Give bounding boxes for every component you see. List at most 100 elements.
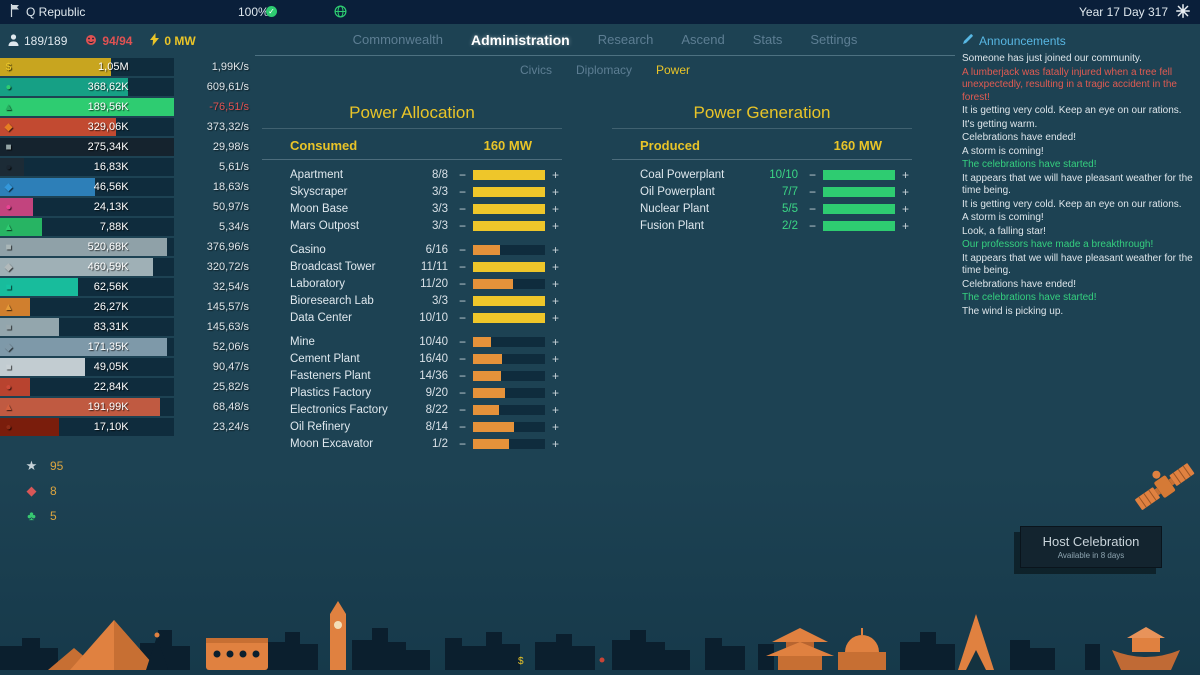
resource-row[interactable]: ■ 275,34K 29,98/s	[0, 137, 255, 157]
subtab-power[interactable]: Power	[656, 63, 691, 77]
snowflake-icon[interactable]	[1176, 3, 1190, 21]
resource-row[interactable]: ■ 83,31K 145,63/s	[0, 317, 255, 337]
resource-row[interactable]: ● 17,10K 23,24/s	[0, 417, 255, 437]
tab-commonwealth[interactable]: Commonwealth	[352, 32, 443, 47]
increase-button[interactable]: +	[551, 385, 559, 400]
score-value: 5	[50, 508, 57, 523]
decrease-button[interactable]: −	[458, 419, 466, 434]
increase-button[interactable]: +	[551, 368, 559, 383]
increase-button[interactable]: +	[901, 218, 909, 233]
decrease-button[interactable]: −	[458, 259, 466, 274]
increase-button[interactable]: +	[901, 184, 909, 199]
main-tabs: Commonwealth Administration Research Ascend…	[255, 32, 955, 56]
decrease-button[interactable]: −	[458, 276, 466, 291]
power-bar	[473, 404, 545, 415]
resource-row[interactable]: ▲ 7,88K 5,34/s	[0, 217, 255, 237]
resource-icon: ■	[5, 361, 12, 373]
host-celebration-button[interactable]: Host Celebration Available in 8 days	[1020, 526, 1162, 568]
increase-button[interactable]: +	[551, 402, 559, 417]
power-bar	[473, 278, 545, 289]
population-stat[interactable]: 189/189	[8, 33, 67, 49]
decrease-button[interactable]: −	[808, 184, 816, 199]
increase-button[interactable]: +	[551, 184, 559, 199]
resource-rate: 373,32/s	[206, 121, 249, 133]
satellite-icon[interactable]	[1128, 450, 1200, 529]
resource-row[interactable]: ◆ 171,35K 52,06/s	[0, 337, 255, 357]
increase-button[interactable]: +	[551, 310, 559, 325]
increase-button[interactable]: +	[901, 167, 909, 182]
resource-row[interactable]: ● 22,84K 25,82/s	[0, 377, 255, 397]
building-name: Nuclear Plant	[640, 202, 710, 215]
resource-bar: 16,83K	[0, 158, 174, 176]
resource-row[interactable]: ▲ 189,56K -76,51/s	[0, 97, 255, 117]
city-skyline: $	[0, 598, 1200, 675]
happiness-stat[interactable]: 94/94	[85, 34, 132, 49]
decrease-button[interactable]: −	[458, 201, 466, 216]
decrease-button[interactable]: −	[808, 201, 816, 216]
decrease-button[interactable]: −	[458, 436, 466, 451]
resource-row[interactable]: ■ 49,05K 90,47/s	[0, 357, 255, 377]
power-bar	[473, 312, 545, 323]
resource-bar: 1,05M	[0, 58, 174, 76]
resource-row[interactable]: $1,05M 1,99K/s	[0, 57, 255, 77]
subtab-diplomacy[interactable]: Diplomacy	[575, 63, 632, 77]
decrease-button[interactable]: −	[458, 368, 466, 383]
resource-row[interactable]: ◆ 46,56K 18,63/s	[0, 177, 255, 197]
subtab-civics[interactable]: Civics	[519, 63, 552, 77]
decrease-button[interactable]: −	[458, 184, 466, 199]
decrease-button[interactable]: −	[458, 310, 466, 325]
decrease-button[interactable]: −	[458, 218, 466, 233]
increase-button[interactable]: +	[551, 218, 559, 233]
power-stat[interactable]: 0 MW	[150, 33, 196, 49]
resource-row[interactable]: ■ 520,68K 376,96/s	[0, 237, 255, 257]
tab-stats[interactable]: Stats	[752, 32, 783, 47]
power-bar	[473, 220, 545, 231]
increase-button[interactable]: +	[551, 351, 559, 366]
power-bar-fill	[473, 336, 491, 347]
republic-name[interactable]: Q Republic	[26, 5, 86, 19]
decrease-button[interactable]: −	[458, 351, 466, 366]
increase-button[interactable]: +	[551, 242, 559, 257]
host-celebration-availability: Available in 8 days	[1057, 551, 1125, 560]
resource-rate: 50,97/s	[212, 201, 249, 213]
globe-icon[interactable]	[334, 5, 347, 21]
decrease-button[interactable]: −	[458, 167, 466, 182]
increase-button[interactable]: +	[551, 276, 559, 291]
resource-bar: 7,88K	[0, 218, 174, 236]
tab-ascend[interactable]: Ascend	[681, 32, 725, 47]
resource-row[interactable]: ● 24,13K 50,97/s	[0, 197, 255, 217]
increase-button[interactable]: +	[551, 419, 559, 434]
resource-bar-fill	[0, 298, 30, 316]
increase-button[interactable]: +	[551, 334, 559, 349]
resource-row[interactable]: ◆ 329,06K 373,32/s	[0, 117, 255, 137]
status-bar: 189/189 94/94 0 MW	[8, 33, 196, 49]
resource-row[interactable]: ● 368,62K 609,61/s	[0, 77, 255, 97]
building-name: Moon Excavator	[290, 437, 374, 450]
decrease-button[interactable]: −	[458, 293, 466, 308]
resource-row[interactable]: ▲ 26,27K 145,57/s	[0, 297, 255, 317]
decrease-button[interactable]: −	[458, 402, 466, 417]
decrease-button[interactable]: −	[458, 385, 466, 400]
increase-button[interactable]: +	[551, 436, 559, 451]
resource-row[interactable]: ■ 62,56K 32,54/s	[0, 277, 255, 297]
decrease-button[interactable]: −	[808, 167, 816, 182]
tab-research[interactable]: Research	[597, 32, 654, 47]
increase-button[interactable]: +	[551, 201, 559, 216]
resource-rate: 90,47/s	[212, 361, 249, 373]
decrease-button[interactable]: −	[458, 242, 466, 257]
decrease-button[interactable]: −	[458, 334, 466, 349]
tab-administration[interactable]: Administration	[470, 32, 570, 48]
decrease-button[interactable]: −	[808, 218, 816, 233]
tab-settings[interactable]: Settings	[810, 32, 858, 47]
resource-row[interactable]: ● 16,83K 5,61/s	[0, 157, 255, 177]
resource-value: 460,59K	[87, 261, 129, 273]
resource-row[interactable]: ▲ 191,99K 68,48/s	[0, 397, 255, 417]
resource-row[interactable]: ◆ 460,59K 320,72/s	[0, 257, 255, 277]
power-bar	[823, 203, 895, 214]
increase-button[interactable]: +	[901, 201, 909, 216]
power-bar	[473, 336, 545, 347]
power-row: Electronics Factory 8/22− +	[262, 401, 562, 418]
increase-button[interactable]: +	[551, 259, 559, 274]
increase-button[interactable]: +	[551, 167, 559, 182]
increase-button[interactable]: +	[551, 293, 559, 308]
